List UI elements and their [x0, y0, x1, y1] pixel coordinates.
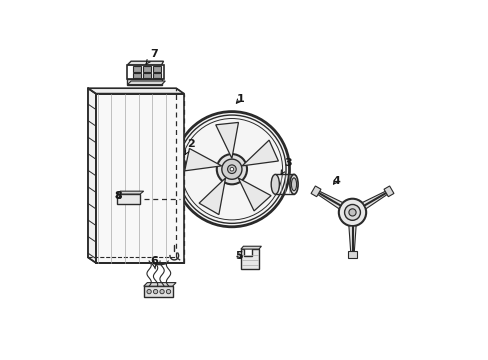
- Polygon shape: [127, 61, 163, 65]
- Text: 8: 8: [114, 191, 122, 201]
- Bar: [127, 65, 163, 79]
- Bar: [144, 67, 149, 71]
- Polygon shape: [199, 178, 225, 215]
- Bar: [153, 66, 161, 72]
- Ellipse shape: [289, 174, 298, 194]
- Bar: [153, 73, 161, 78]
- Polygon shape: [117, 191, 143, 194]
- Polygon shape: [215, 122, 238, 158]
- Circle shape: [227, 165, 236, 174]
- Bar: [154, 67, 160, 71]
- Polygon shape: [383, 186, 393, 197]
- Circle shape: [216, 154, 246, 184]
- Polygon shape: [238, 178, 270, 211]
- Circle shape: [222, 159, 242, 179]
- Bar: [154, 74, 160, 77]
- Polygon shape: [317, 191, 342, 209]
- Polygon shape: [127, 81, 165, 85]
- Circle shape: [120, 197, 124, 201]
- Circle shape: [348, 209, 355, 216]
- Text: 5: 5: [234, 251, 242, 261]
- Bar: [133, 73, 141, 78]
- Bar: [127, 79, 162, 85]
- Ellipse shape: [271, 174, 279, 194]
- Circle shape: [150, 257, 155, 262]
- Text: 2: 2: [185, 139, 195, 154]
- Text: 6: 6: [149, 256, 158, 269]
- Polygon shape: [88, 88, 96, 263]
- Polygon shape: [242, 140, 278, 166]
- Bar: [142, 73, 151, 78]
- Ellipse shape: [149, 254, 170, 265]
- Circle shape: [164, 257, 169, 262]
- Ellipse shape: [291, 178, 296, 191]
- Polygon shape: [348, 226, 355, 252]
- Bar: [143, 286, 172, 297]
- Polygon shape: [88, 88, 183, 94]
- Circle shape: [175, 160, 182, 167]
- Text: 7: 7: [146, 49, 157, 64]
- Polygon shape: [241, 249, 258, 269]
- Bar: [134, 67, 140, 71]
- Circle shape: [166, 289, 170, 294]
- Bar: [144, 74, 149, 77]
- Circle shape: [157, 257, 162, 262]
- Circle shape: [126, 197, 131, 201]
- Bar: [134, 74, 140, 77]
- Circle shape: [177, 162, 180, 165]
- Circle shape: [344, 204, 360, 220]
- Circle shape: [133, 197, 137, 201]
- Circle shape: [153, 289, 158, 294]
- Polygon shape: [347, 251, 356, 258]
- Polygon shape: [310, 186, 320, 197]
- Circle shape: [172, 157, 185, 170]
- Bar: [133, 66, 141, 72]
- Polygon shape: [184, 148, 221, 171]
- Polygon shape: [96, 94, 183, 263]
- Polygon shape: [241, 246, 261, 249]
- Text: 1: 1: [236, 94, 244, 104]
- Circle shape: [230, 167, 233, 171]
- Polygon shape: [117, 194, 140, 204]
- Polygon shape: [143, 283, 176, 286]
- Bar: [142, 66, 151, 72]
- Circle shape: [160, 289, 164, 294]
- Circle shape: [174, 112, 289, 227]
- Circle shape: [146, 289, 151, 294]
- Text: 4: 4: [332, 176, 340, 186]
- Circle shape: [338, 199, 366, 226]
- Text: 3: 3: [281, 158, 291, 174]
- Polygon shape: [362, 191, 387, 209]
